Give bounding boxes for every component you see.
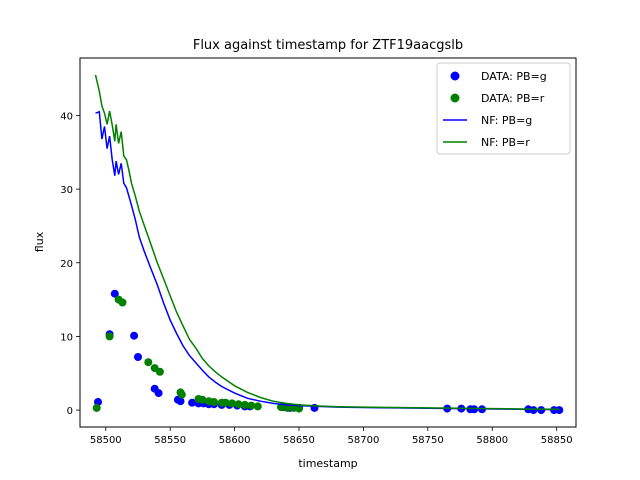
data-point-s0-8 <box>176 397 185 406</box>
data-point-s1-4 <box>144 358 153 367</box>
data-point-s1-23 <box>295 404 303 413</box>
data-point-s1-14 <box>221 398 230 407</box>
data-point-s1-17 <box>240 400 249 409</box>
data-point-s0-3 <box>130 331 139 340</box>
data-point-s1-10 <box>198 395 207 404</box>
x-tick-label-2: 58600 <box>219 435 251 446</box>
x-tick-label-3: 58650 <box>283 435 315 446</box>
series-line-2 <box>95 110 560 411</box>
data-point-s0-9 <box>188 398 197 407</box>
series-line-3 <box>94 74 560 411</box>
x-tick-label-7: 58850 <box>541 435 573 446</box>
data-point-s1-16 <box>234 400 243 409</box>
legend-marker-1 <box>450 93 460 103</box>
legend-box <box>436 62 571 155</box>
data-point-s1-1 <box>105 332 114 341</box>
legend-label-2: NF: PB=g <box>481 114 532 127</box>
x-axis: 58500 58550 58600 58650 58700 58750 58800 58850 <box>90 427 573 446</box>
y-axis-label: flux <box>33 231 46 252</box>
chart-title: Flux against timestamp for ZTF19aacgslb <box>193 38 463 53</box>
data-point-s1-3 <box>118 298 127 307</box>
legend-label-1: DATA: PB=r <box>481 92 545 105</box>
data-point-s1-15 <box>228 399 236 408</box>
data-point-s1-0 <box>92 403 101 412</box>
x-axis-label: timestamp <box>298 457 357 470</box>
data-layer <box>92 74 564 415</box>
data-point-s1-6 <box>155 367 164 376</box>
x-tick-label-4: 58700 <box>348 435 380 446</box>
data-point-s1-19 <box>253 402 262 411</box>
x-tick-label-0: 58500 <box>90 435 122 446</box>
y-axis: 0 10 20 30 40 <box>60 111 80 417</box>
x-tick-label-6: 58800 <box>476 435 508 446</box>
data-point-s1-21 <box>283 403 292 412</box>
y-tick-label-4: 40 <box>60 111 73 122</box>
legend-label-0: DATA: PB=g <box>481 70 547 83</box>
y-tick-label-0: 0 <box>67 406 73 417</box>
y-tick-label-1: 10 <box>60 332 73 343</box>
data-point-s0-6 <box>154 389 163 398</box>
x-tick-label-1: 58550 <box>154 435 186 446</box>
plot-frame <box>79 57 577 428</box>
data-point-s0-4 <box>134 353 142 361</box>
data-point-s1-8 <box>177 390 186 399</box>
x-tick-label-5: 58750 <box>412 435 444 446</box>
y-tick-label-2: 20 <box>60 259 73 270</box>
legend-label-3: NF: PB=r <box>481 136 530 149</box>
data-point-s0-2 <box>110 289 119 298</box>
legend: DATA: PB=g DATA: PB=r NF: PB=g NF: PB=r <box>436 62 571 155</box>
y-tick-label-3: 30 <box>60 185 73 196</box>
legend-marker-0 <box>450 71 460 81</box>
data-point-s1-18 <box>247 401 256 410</box>
data-point-s1-12 <box>210 398 218 406</box>
data-point-s0-32 <box>555 406 564 415</box>
